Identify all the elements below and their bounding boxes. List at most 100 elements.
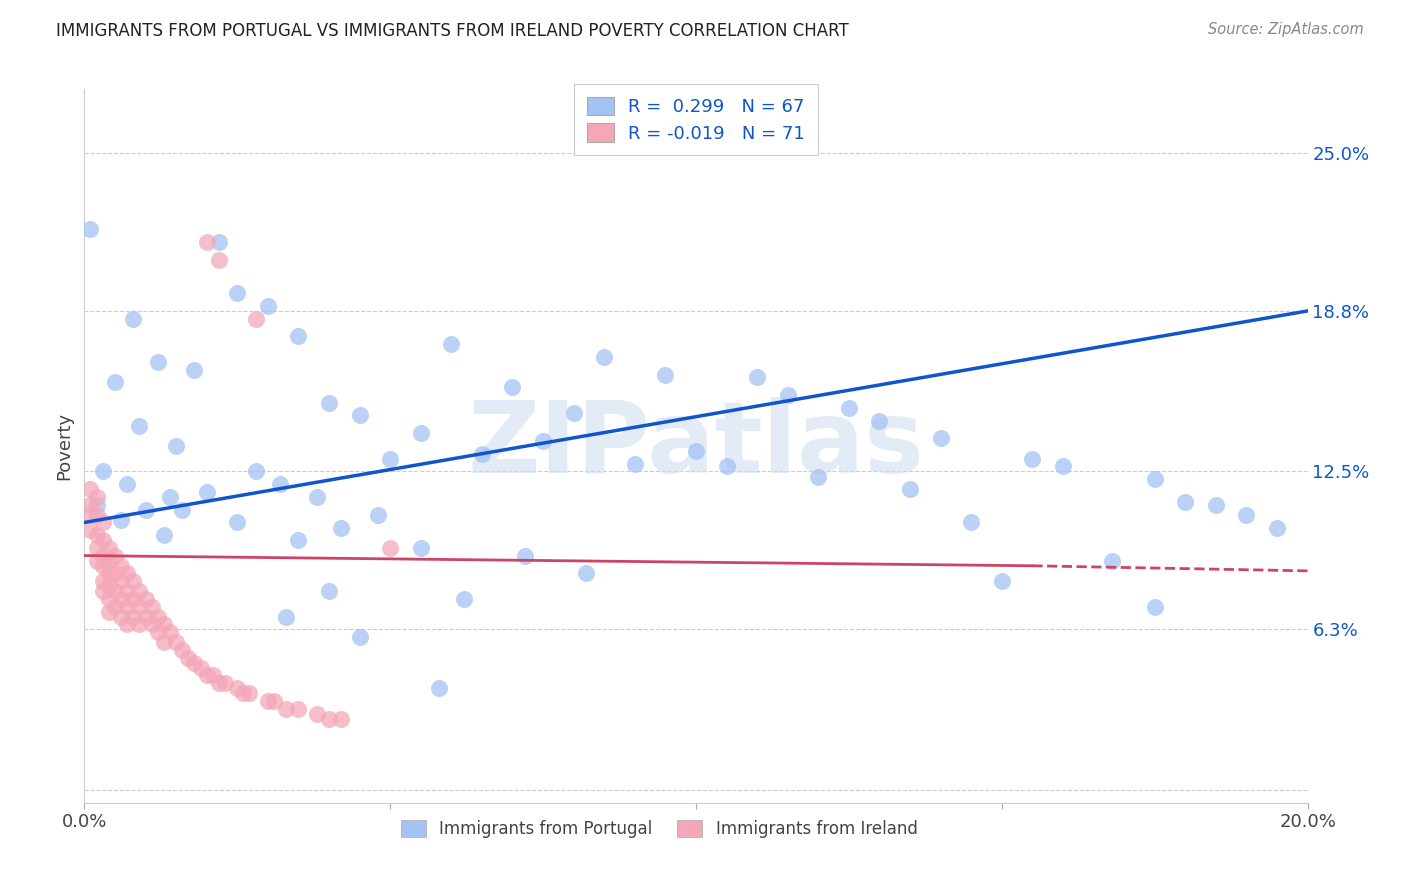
Point xyxy=(86,541,108,555)
Point xyxy=(1236,508,1258,522)
Point xyxy=(128,418,150,433)
Point xyxy=(104,584,127,599)
Point xyxy=(685,444,707,458)
Point xyxy=(183,362,205,376)
Point xyxy=(330,520,353,534)
Point xyxy=(593,350,616,364)
Point xyxy=(287,701,309,715)
Point xyxy=(86,554,108,568)
Point xyxy=(153,635,176,649)
Point xyxy=(776,388,799,402)
Point xyxy=(128,584,150,599)
Point xyxy=(453,591,475,606)
Point xyxy=(513,549,536,563)
Point xyxy=(115,599,138,614)
Point xyxy=(153,528,176,542)
Point xyxy=(305,706,328,721)
Point xyxy=(226,286,249,301)
Point xyxy=(838,401,860,415)
Point xyxy=(91,516,114,530)
Point xyxy=(201,668,224,682)
Point xyxy=(110,574,132,588)
Point xyxy=(245,465,267,479)
Point xyxy=(330,712,353,726)
Point xyxy=(79,222,101,236)
Point xyxy=(226,516,249,530)
Point xyxy=(110,558,132,573)
Point xyxy=(349,409,371,423)
Point xyxy=(97,554,120,568)
Point xyxy=(208,252,231,267)
Point xyxy=(238,686,260,700)
Point xyxy=(263,694,285,708)
Point xyxy=(380,541,402,555)
Point xyxy=(86,528,108,542)
Point xyxy=(747,370,769,384)
Point xyxy=(1021,451,1043,466)
Point xyxy=(91,465,114,479)
Point xyxy=(380,451,402,466)
Point xyxy=(1205,498,1227,512)
Point xyxy=(115,477,138,491)
Point xyxy=(929,431,952,445)
Point xyxy=(97,591,120,606)
Point xyxy=(146,609,169,624)
Point xyxy=(91,574,114,588)
Legend: Immigrants from Portugal, Immigrants from Ireland: Immigrants from Portugal, Immigrants fro… xyxy=(394,813,924,845)
Point xyxy=(807,469,830,483)
Point xyxy=(97,541,120,555)
Point xyxy=(427,681,450,695)
Point xyxy=(409,426,432,441)
Point xyxy=(502,380,524,394)
Point xyxy=(257,694,280,708)
Point xyxy=(1143,599,1166,614)
Point xyxy=(195,235,218,249)
Point xyxy=(624,457,647,471)
Point xyxy=(79,508,101,522)
Point xyxy=(122,311,145,326)
Point xyxy=(287,533,309,548)
Point xyxy=(531,434,554,448)
Point xyxy=(232,686,254,700)
Point xyxy=(128,617,150,632)
Point xyxy=(440,337,463,351)
Point xyxy=(172,502,194,516)
Point xyxy=(208,676,231,690)
Point xyxy=(471,447,494,461)
Point xyxy=(195,668,218,682)
Point xyxy=(214,676,236,690)
Point xyxy=(91,549,114,563)
Point xyxy=(110,513,132,527)
Point xyxy=(79,523,101,537)
Point xyxy=(318,712,340,726)
Point xyxy=(1052,459,1074,474)
Point xyxy=(122,574,145,588)
Point xyxy=(115,617,138,632)
Point xyxy=(165,439,187,453)
Point xyxy=(177,650,200,665)
Text: Source: ZipAtlas.com: Source: ZipAtlas.com xyxy=(1208,22,1364,37)
Point xyxy=(1265,520,1288,534)
Point xyxy=(104,376,127,390)
Point xyxy=(141,599,163,614)
Point xyxy=(898,483,921,497)
Point xyxy=(305,490,328,504)
Point xyxy=(190,661,212,675)
Point xyxy=(159,490,181,504)
Point xyxy=(1143,472,1166,486)
Point xyxy=(110,609,132,624)
Point xyxy=(115,584,138,599)
Point xyxy=(960,516,983,530)
Point xyxy=(104,599,127,614)
Point xyxy=(287,329,309,343)
Point xyxy=(91,584,114,599)
Point xyxy=(110,591,132,606)
Point xyxy=(135,609,157,624)
Point xyxy=(104,549,127,563)
Point xyxy=(97,605,120,619)
Point xyxy=(128,599,150,614)
Point xyxy=(122,609,145,624)
Text: IMMIGRANTS FROM PORTUGAL VS IMMIGRANTS FROM IRELAND POVERTY CORRELATION CHART: IMMIGRANTS FROM PORTUGAL VS IMMIGRANTS F… xyxy=(56,22,849,40)
Point xyxy=(195,484,218,499)
Point xyxy=(122,591,145,606)
